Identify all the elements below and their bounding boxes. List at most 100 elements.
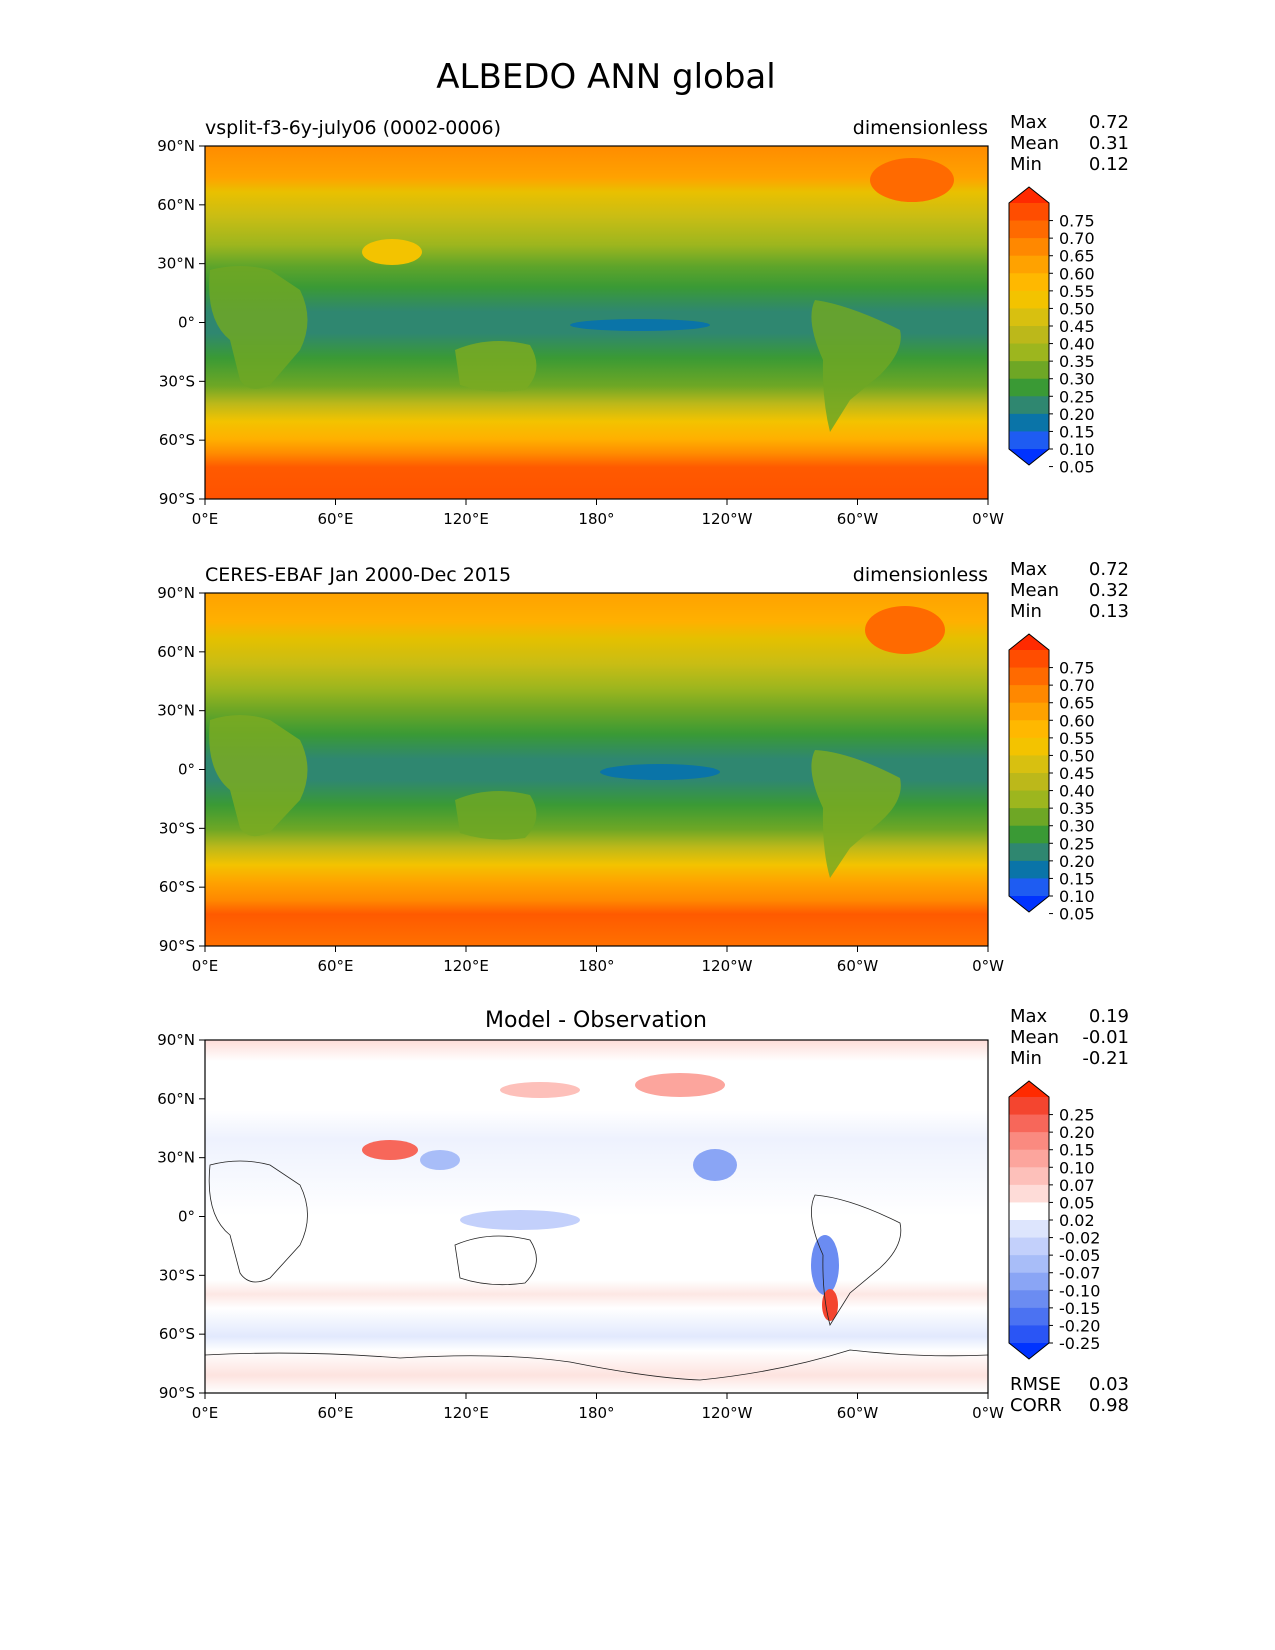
stat-label: Min [1010, 601, 1042, 622]
panel-title-left: CERES-EBAF Jan 2000-Dec 2015 [205, 564, 511, 586]
stat-label: Min [1010, 154, 1042, 175]
map-field [205, 146, 988, 499]
colorbar-segment [1009, 1307, 1049, 1326]
colorbar-tick-label: 0.10 [1059, 440, 1095, 459]
y-tick-label: 30°N [157, 1149, 195, 1167]
colorbar-tick-label: 0.07 [1059, 1176, 1095, 1195]
x-tick-label: 0°E [192, 957, 219, 975]
map-field [205, 1040, 988, 1393]
stat-value: 0.31 [1089, 133, 1129, 154]
colorbar-tick-label: 0.35 [1059, 799, 1095, 818]
greenland-region [870, 158, 954, 202]
colorbar-tick-label: 0.65 [1059, 694, 1095, 713]
stat-label: Max [1010, 1006, 1048, 1027]
colorbar-tick-label: 0.10 [1059, 1158, 1095, 1177]
colorbar-tick-label: 0.15 [1059, 1141, 1095, 1160]
x-tick-label: 60°W [837, 510, 879, 528]
greenland-region [865, 606, 945, 654]
colorbar-segment [1009, 1290, 1049, 1309]
colorbar-extend-max [1009, 187, 1049, 203]
y-tick-label: 30°N [157, 702, 195, 720]
y-tick-label: 90°S [159, 490, 195, 508]
positive-anomaly-region [635, 1073, 725, 1097]
colorbar-tick-label: 0.25 [1059, 387, 1095, 406]
x-tick-label: 0°W [972, 957, 1004, 975]
y-tick-label: 30°N [157, 255, 195, 273]
footer-stats: RMSE 0.03 CORR 0.98 [1010, 1374, 1129, 1416]
map-background [205, 1040, 988, 1393]
south-america-outline [811, 1194, 902, 1326]
negative-anomaly-region [420, 1150, 460, 1170]
footer-stat-label: RMSE [1010, 1374, 1061, 1395]
africa-landmass [209, 715, 308, 837]
colorbar-segment [1009, 1272, 1049, 1291]
y-tick-label: 30°S [159, 819, 195, 837]
footer-stat-value: 0.03 [1089, 1374, 1129, 1395]
colorbar-segment [1009, 1097, 1049, 1116]
footer-stat-value: 0.98 [1089, 1395, 1129, 1416]
colorbar-segment [1009, 1255, 1049, 1274]
y-tick-label: 30°S [159, 372, 195, 390]
colorbar-segment [1009, 431, 1049, 450]
colorbar-tick-label: 0.60 [1059, 264, 1095, 283]
colorbar-tick-label: 0.40 [1059, 782, 1095, 801]
colorbar-segment [1009, 343, 1049, 362]
x-tick-label: 180° [578, 510, 614, 528]
stat-label: Max [1010, 559, 1048, 580]
negative-anomaly-region [811, 1235, 839, 1295]
colorbar-tick-label: 0.15 [1059, 422, 1095, 441]
colorbar-segment [1009, 308, 1049, 327]
x-tick-label: 180° [578, 1404, 614, 1422]
y-tick-label: 0° [178, 314, 195, 332]
colorbar-segment [1009, 1114, 1049, 1133]
colorbar-extend-min [1009, 1343, 1049, 1359]
colorbar-tick-label: -0.25 [1059, 1334, 1100, 1353]
colorbar-segment [1009, 702, 1049, 721]
colorbar-segment [1009, 220, 1049, 239]
tibet-region [362, 239, 422, 265]
colorbar: 0.250.200.150.100.070.050.02-0.02-0.05-0… [1008, 1080, 1100, 1360]
y-tick-label: 90°S [159, 1384, 195, 1402]
colorbar-tick-label: 0.25 [1059, 834, 1095, 853]
stat-value: 0.72 [1089, 112, 1129, 133]
africa-landmass [209, 266, 308, 389]
colorbar-extend-max [1009, 634, 1049, 650]
colorbar-segment [1009, 720, 1049, 739]
x-axis: 0°E 60°E 120°E 180° 120°W 60°W 0°W [192, 499, 1004, 528]
colorbar-segment [1009, 203, 1049, 222]
y-tick-label: 60°S [159, 1325, 195, 1343]
x-tick-label: 120°W [702, 1404, 753, 1422]
colorbar-tick-label: 0.75 [1059, 212, 1095, 231]
colorbar-tick-label: -0.15 [1059, 1299, 1100, 1318]
y-axis: 90°N 60°N 30°N 0° 30°S 60°S 90°S [157, 137, 205, 508]
stat-label: Min [1010, 1048, 1042, 1069]
colorbar-tick-label: 0.10 [1059, 887, 1095, 906]
colorbar-tick-label: 0.70 [1059, 676, 1095, 695]
colorbar-tick-label: 0.65 [1059, 247, 1095, 266]
negative-anomaly-region [460, 1210, 580, 1230]
y-tick-label: 60°N [157, 196, 195, 214]
colorbar-tick-label: 0.70 [1059, 229, 1095, 248]
colorbar-segment [1009, 238, 1049, 257]
colorbar-segment [1009, 1202, 1049, 1221]
x-tick-label: 120°W [702, 510, 753, 528]
colorbar-segment [1009, 273, 1049, 292]
y-tick-label: 90°N [157, 137, 195, 155]
colorbar-tick-label: 0.20 [1059, 852, 1095, 871]
colorbar-segment [1009, 808, 1049, 827]
colorbar-tick-label: 0.20 [1059, 405, 1095, 424]
colorbar-segment [1009, 290, 1049, 309]
x-tick-label: 60°E [317, 510, 353, 528]
negative-anomaly-region [693, 1149, 737, 1181]
stat-label: Mean [1010, 1027, 1059, 1048]
colorbar-segment [1009, 878, 1049, 897]
colorbar-tick-label: -0.05 [1059, 1246, 1100, 1265]
colorbar-tick-label: -0.10 [1059, 1281, 1100, 1300]
colorbar-segment [1009, 737, 1049, 756]
x-tick-label: 180° [578, 957, 614, 975]
positive-anomaly-region [362, 1140, 418, 1160]
colorbar-tick-label: 0.30 [1059, 370, 1095, 389]
colorbar-segment [1009, 1167, 1049, 1186]
south-america-landmass [811, 300, 901, 432]
positive-anomaly-region [500, 1082, 580, 1098]
